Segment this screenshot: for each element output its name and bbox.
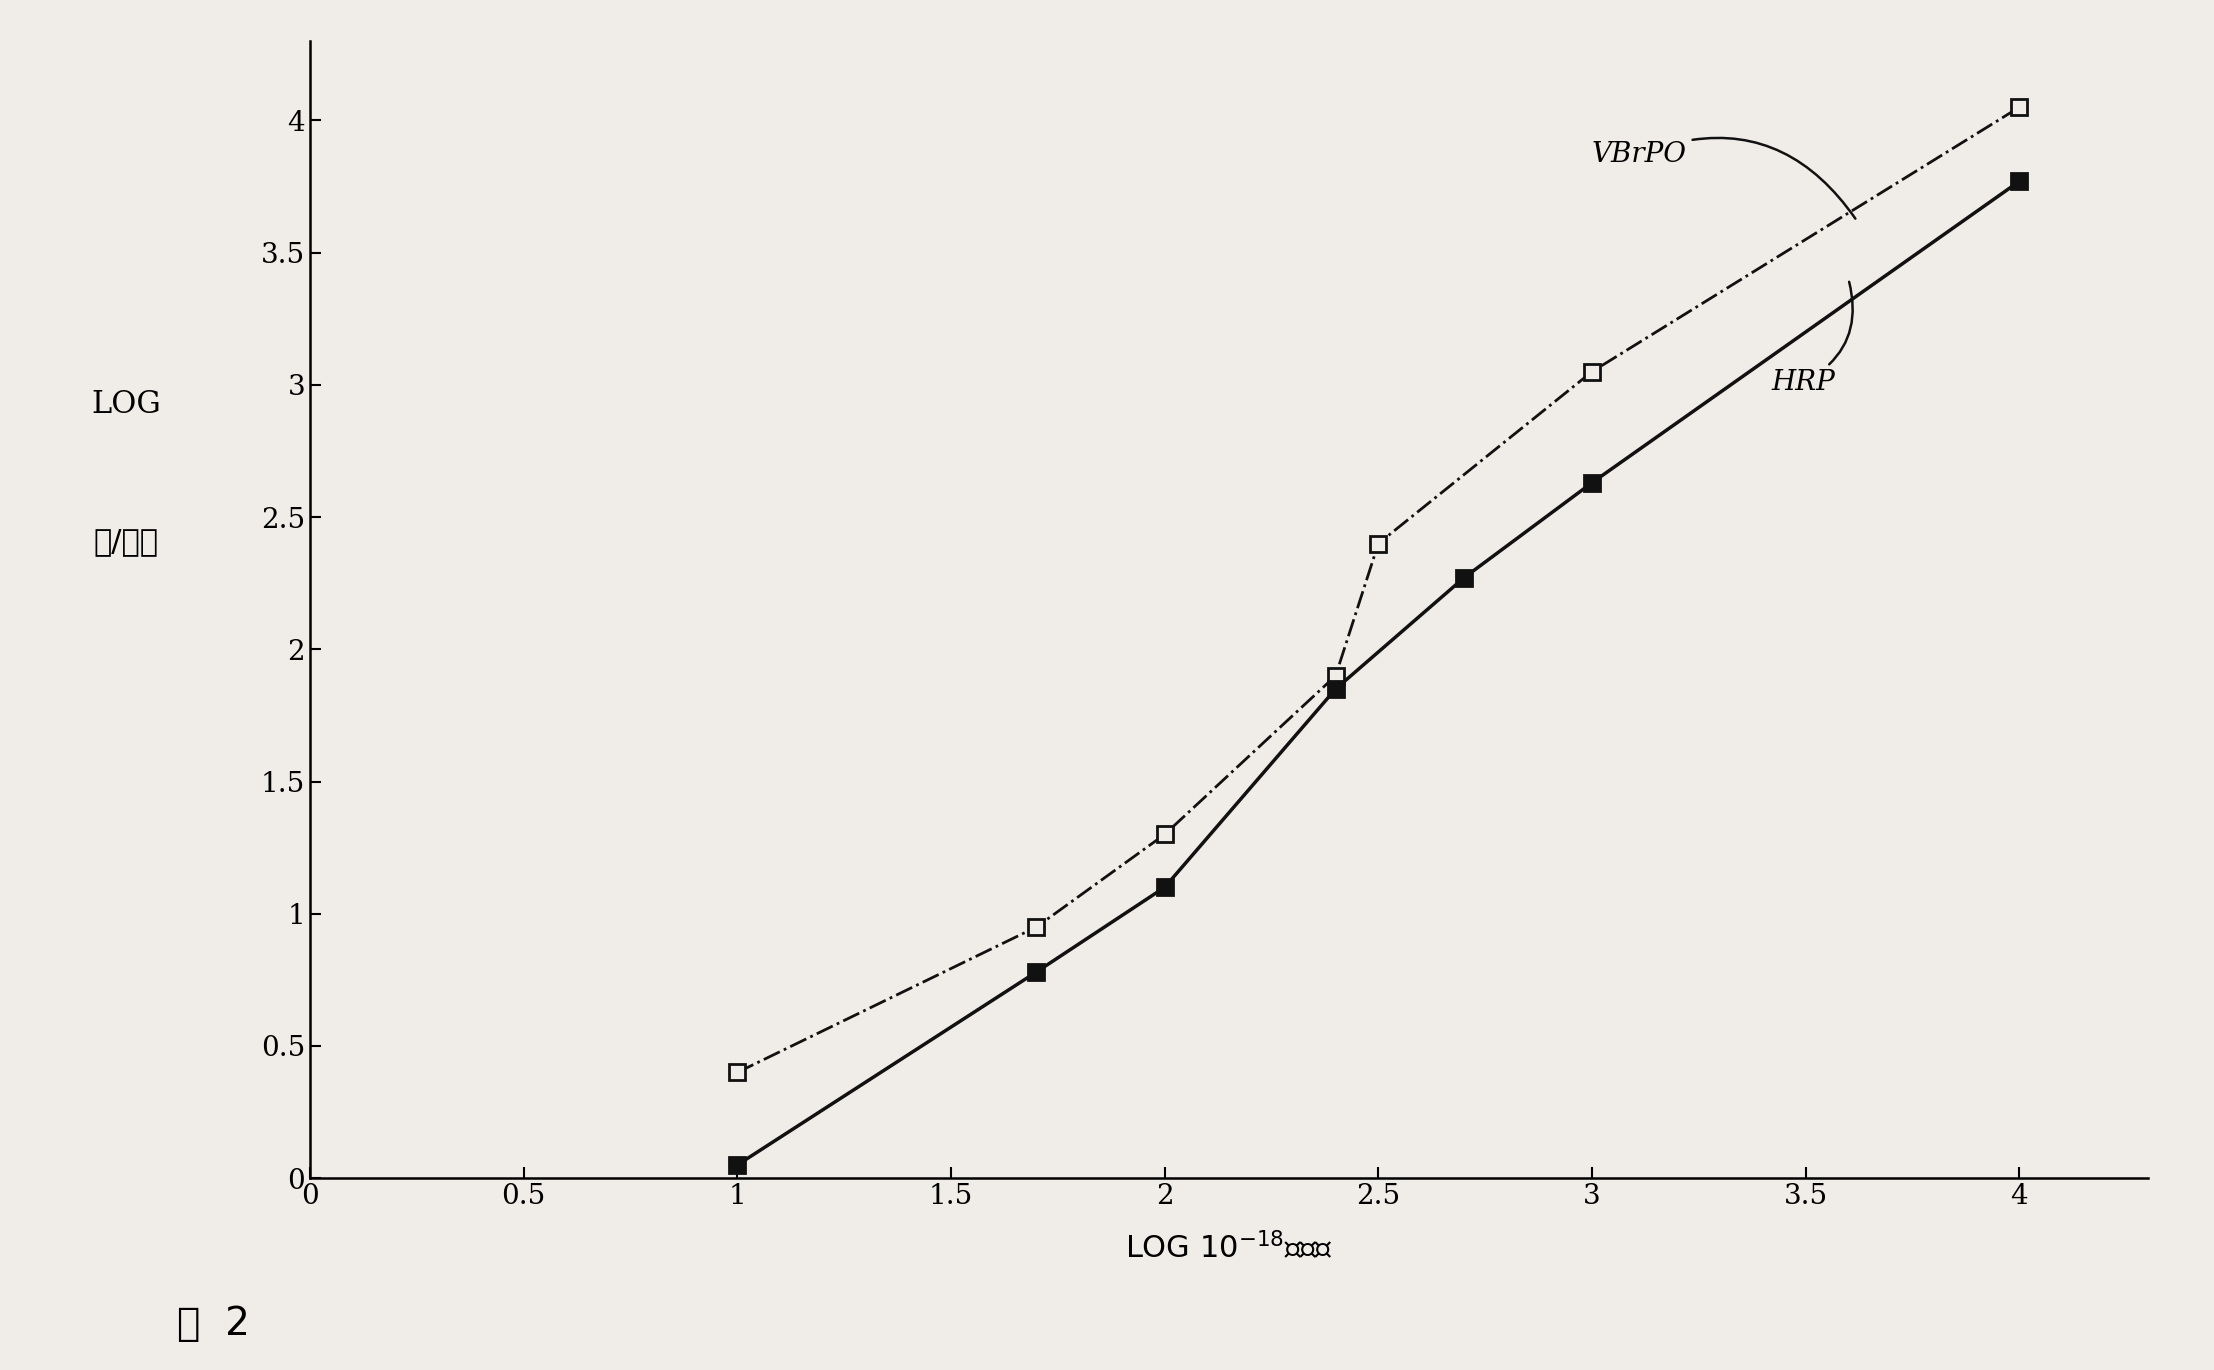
Text: 图  2: 图 2 — [177, 1304, 250, 1343]
Text: 信/噪比: 信/噪比 — [93, 527, 159, 556]
Text: HRP: HRP — [1771, 282, 1853, 396]
Text: LOG: LOG — [91, 389, 162, 421]
Text: VBrPO: VBrPO — [1592, 138, 1855, 219]
X-axis label: LOG 10$^{-18}$摩尔酶: LOG 10$^{-18}$摩尔酶 — [1125, 1230, 1333, 1265]
